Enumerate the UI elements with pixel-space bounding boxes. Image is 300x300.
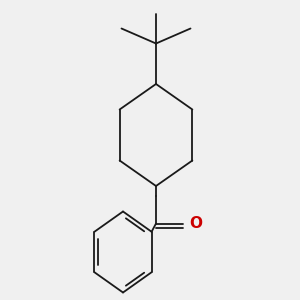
Text: O: O xyxy=(190,216,202,231)
